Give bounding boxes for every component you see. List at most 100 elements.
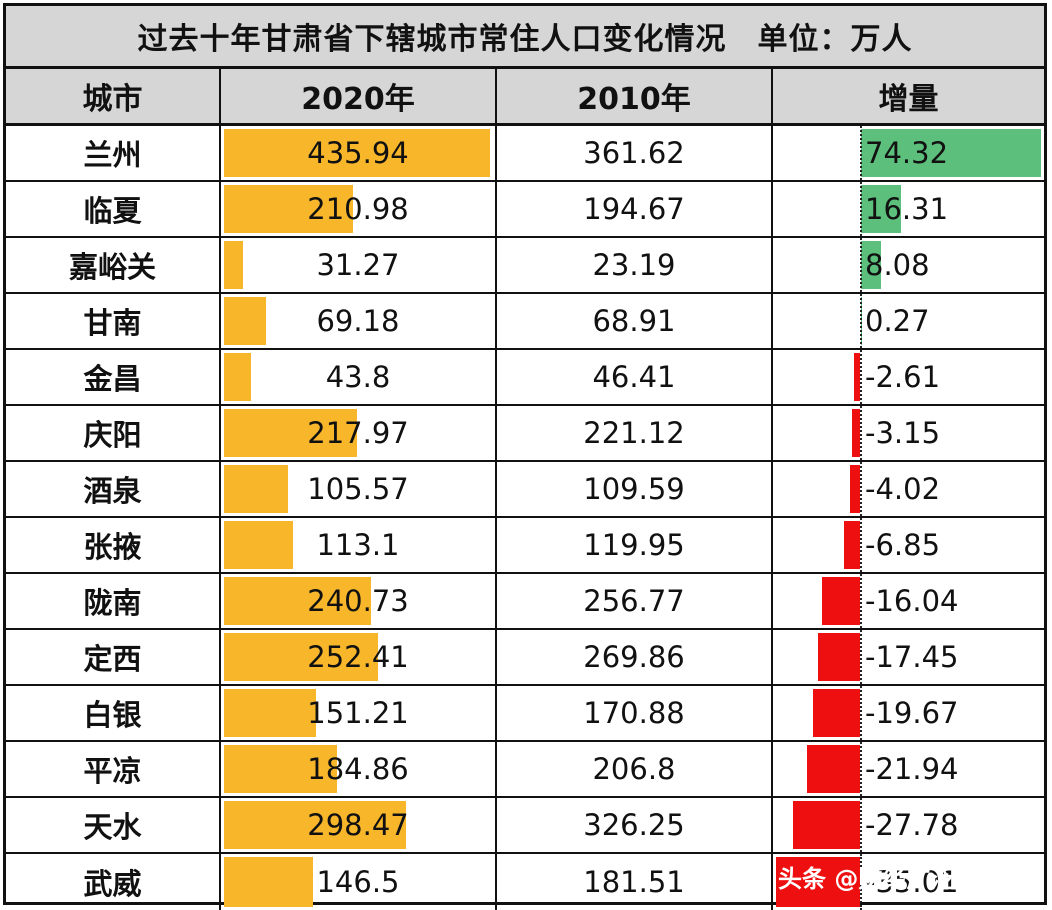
value-2020: 217.97 — [307, 416, 409, 450]
table-row: 兰州 435.94 361.62 74.32 — [6, 126, 1044, 182]
table-row: 武威 146.5 181.51 -35.01 — [6, 854, 1044, 910]
city-cell: 张掖 — [6, 518, 221, 572]
cell-2010: 206.8 — [497, 742, 773, 796]
table-title: 过去十年甘肃省下辖城市常住人口变化情况 单位：万人 — [6, 6, 1044, 69]
city-cell: 陇南 — [6, 574, 221, 628]
bar-2020 — [224, 633, 378, 681]
cell-increment: 0.27 — [773, 294, 1044, 348]
cell-2020: 252.41 — [221, 630, 497, 684]
header-2010: 2010年 — [497, 69, 773, 123]
bar-2020 — [224, 185, 353, 233]
city-cell: 酒泉 — [6, 462, 221, 516]
city-cell: 临夏 — [6, 182, 221, 236]
bar-2020 — [224, 577, 371, 625]
bar-2020 — [224, 689, 316, 737]
cell-2010: 221.12 — [497, 406, 773, 460]
zero-axis — [860, 462, 862, 516]
cell-2010: 68.91 — [497, 294, 773, 348]
cell-2020: 69.18 — [221, 294, 497, 348]
cell-2020: 146.5 — [221, 854, 497, 910]
cell-increment: -21.94 — [773, 742, 1044, 796]
cell-increment: -3.15 — [773, 406, 1044, 460]
cell-2020: 217.97 — [221, 406, 497, 460]
city-cell: 甘南 — [6, 294, 221, 348]
increment-bar-negative — [818, 633, 860, 681]
bar-2020 — [224, 801, 406, 849]
zero-axis — [860, 182, 862, 236]
table-row: 定西 252.41 269.86 -17.45 — [6, 630, 1044, 686]
cell-2020: 105.57 — [221, 462, 497, 516]
table-row: 甘南 69.18 68.91 0.27 — [6, 294, 1044, 350]
watermark: 头条 @财经广泛东栏 — [772, 850, 1002, 902]
zero-axis — [860, 294, 862, 348]
header-city: 城市 — [6, 69, 221, 123]
table-body: 兰州 435.94 361.62 74.32 临夏 210.98 194.67 16.31 嘉峪… — [6, 126, 1044, 910]
table-row: 金昌 43.8 46.41 -2.61 — [6, 350, 1044, 406]
table-row: 庆阳 217.97 221.12 -3.15 — [6, 406, 1044, 462]
bar-2020 — [224, 465, 288, 513]
cell-increment: -6.85 — [773, 518, 1044, 572]
cell-2010: 23.19 — [497, 238, 773, 292]
watermark-text: 头条 @财经广泛东栏 — [778, 864, 1003, 893]
value-2020: 435.94 — [307, 136, 409, 170]
cell-2010: 256.77 — [497, 574, 773, 628]
increment-bar-negative — [854, 353, 860, 401]
value-2020: 210.98 — [307, 192, 409, 226]
cell-2010: 194.67 — [497, 182, 773, 236]
bar-2020 — [224, 745, 337, 793]
increment-bar-negative — [822, 577, 860, 625]
bar-2020 — [224, 353, 251, 401]
header-increment: 增量 — [878, 82, 939, 117]
zero-axis — [860, 742, 862, 796]
bar-2020 — [224, 409, 357, 457]
cell-2020: 113.1 — [221, 518, 497, 572]
increment-bar-negative — [813, 689, 860, 737]
bar-2020 — [224, 129, 490, 177]
cell-2020: 31.27 — [221, 238, 497, 292]
increment-bar-negative — [850, 465, 860, 513]
cell-2020: 184.86 — [221, 742, 497, 796]
cell-2010: 109.59 — [497, 462, 773, 516]
zero-axis — [860, 518, 862, 572]
table-row: 白银 151.21 170.88 -19.67 — [6, 686, 1044, 742]
value-2020: 151.21 — [307, 696, 409, 730]
value-increment: 16.31 — [865, 192, 949, 226]
cell-2020: 210.98 — [221, 182, 497, 236]
city-cell: 庆阳 — [6, 406, 221, 460]
table-row: 平凉 184.86 206.8 -21.94 — [6, 742, 1044, 798]
cell-increment: 74.32 — [773, 126, 1044, 180]
increment-bar-negative — [793, 801, 860, 849]
increment-bar-positive — [861, 129, 1041, 177]
bar-2020 — [224, 297, 266, 345]
value-increment: -4.02 — [865, 472, 941, 506]
table-row: 临夏 210.98 194.67 16.31 — [6, 182, 1044, 238]
table-row: 天水 298.47 326.25 -27.78 — [6, 798, 1044, 854]
cell-increment: 8.08 — [773, 238, 1044, 292]
bar-2020 — [224, 241, 243, 289]
value-2020: 43.8 — [325, 360, 391, 394]
city-cell: 平凉 — [6, 742, 221, 796]
zero-axis — [860, 854, 862, 910]
value-increment: 8.08 — [865, 248, 930, 282]
city-cell: 嘉峪关 — [6, 238, 221, 292]
cell-2020: 435.94 — [221, 126, 497, 180]
increment-bar-negative — [844, 521, 860, 569]
cell-2020: 43.8 — [221, 350, 497, 404]
value-2020: 146.5 — [316, 865, 400, 899]
table-row: 嘉峪关 31.27 23.19 8.08 — [6, 238, 1044, 294]
value-2020: 69.18 — [316, 304, 400, 338]
increment-bar-negative — [852, 409, 860, 457]
value-increment: -3.15 — [865, 416, 941, 450]
header-2020: 2020年 — [221, 69, 497, 123]
increment-bar-positive — [861, 185, 901, 233]
value-increment: -19.67 — [865, 696, 959, 730]
city-cell: 武威 — [6, 854, 221, 910]
zero-axis — [860, 406, 862, 460]
zero-axis — [860, 574, 862, 628]
value-increment: -21.94 — [865, 752, 959, 786]
cell-increment: -16.04 — [773, 574, 1044, 628]
value-increment: 74.32 — [865, 136, 949, 170]
zero-axis — [860, 350, 862, 404]
cell-2010: 361.62 — [497, 126, 773, 180]
cell-increment: -27.78 — [773, 798, 1044, 852]
